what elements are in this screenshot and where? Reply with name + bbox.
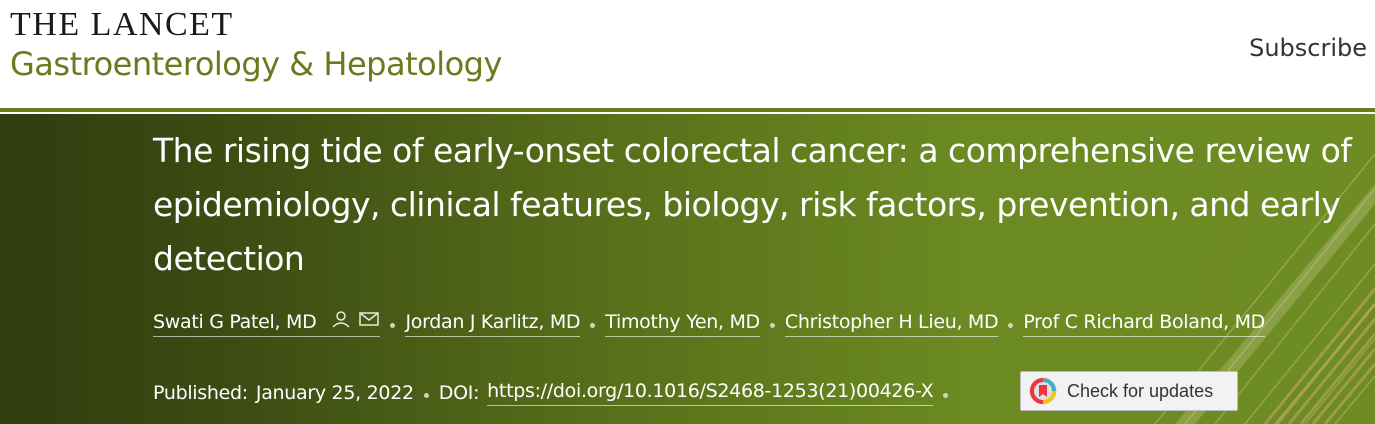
journal-name-logo[interactable]: Gastroenterology & Hepatology	[10, 45, 502, 83]
author-name: Swati G Patel, MD	[153, 311, 317, 333]
article-hero-banner: The rising tide of early-onset colorecta…	[0, 114, 1375, 424]
author-link[interactable]: Swati G Patel, MD	[153, 310, 381, 337]
header-divider	[0, 108, 1375, 112]
article-title: The rising tide of early-onset colorecta…	[153, 131, 1352, 278]
check-for-updates-button[interactable]: Check for updates	[1020, 371, 1238, 411]
published-date: January 25, 2022	[255, 382, 414, 404]
separator-dot	[943, 392, 949, 398]
separator-dot	[423, 392, 429, 398]
person-icon[interactable]	[330, 310, 352, 328]
doi-link[interactable]: https://doi.org/10.1016/S2468-1253(21)00…	[487, 380, 934, 406]
check-for-updates-label: Check for updates	[1067, 380, 1214, 401]
separator-dot	[590, 323, 596, 328]
site-header: THE LANCET Gastroenterology & Hepatology…	[0, 0, 1375, 108]
author-link[interactable]: Christopher H Lieu, MD	[784, 311, 999, 337]
subscribe-link[interactable]: Subscribe	[1249, 34, 1367, 62]
author-link[interactable]: Timothy Yen, MD	[605, 311, 760, 337]
separator-dot	[390, 323, 396, 328]
published-label: Published:	[153, 382, 248, 404]
author-list: Swati G Patel, MD Jordan J Karlitz, MD T…	[153, 310, 1265, 337]
journal-brand-logo[interactable]: THE LANCET	[10, 6, 234, 43]
crossmark-icon	[1029, 377, 1057, 405]
separator-dot	[769, 323, 775, 328]
publication-info: Published: January 25, 2022 DOI: https:/…	[153, 380, 958, 406]
envelope-icon[interactable]	[358, 310, 380, 328]
author-link[interactable]: Jordan J Karlitz, MD	[405, 311, 581, 337]
separator-dot	[1008, 323, 1014, 328]
doi-label: DOI:	[438, 382, 480, 404]
author-link[interactable]: Prof C Richard Boland, MD	[1023, 311, 1265, 337]
header-divider-gap	[0, 112, 1375, 114]
cover-art-decoration	[1154, 153, 1375, 424]
